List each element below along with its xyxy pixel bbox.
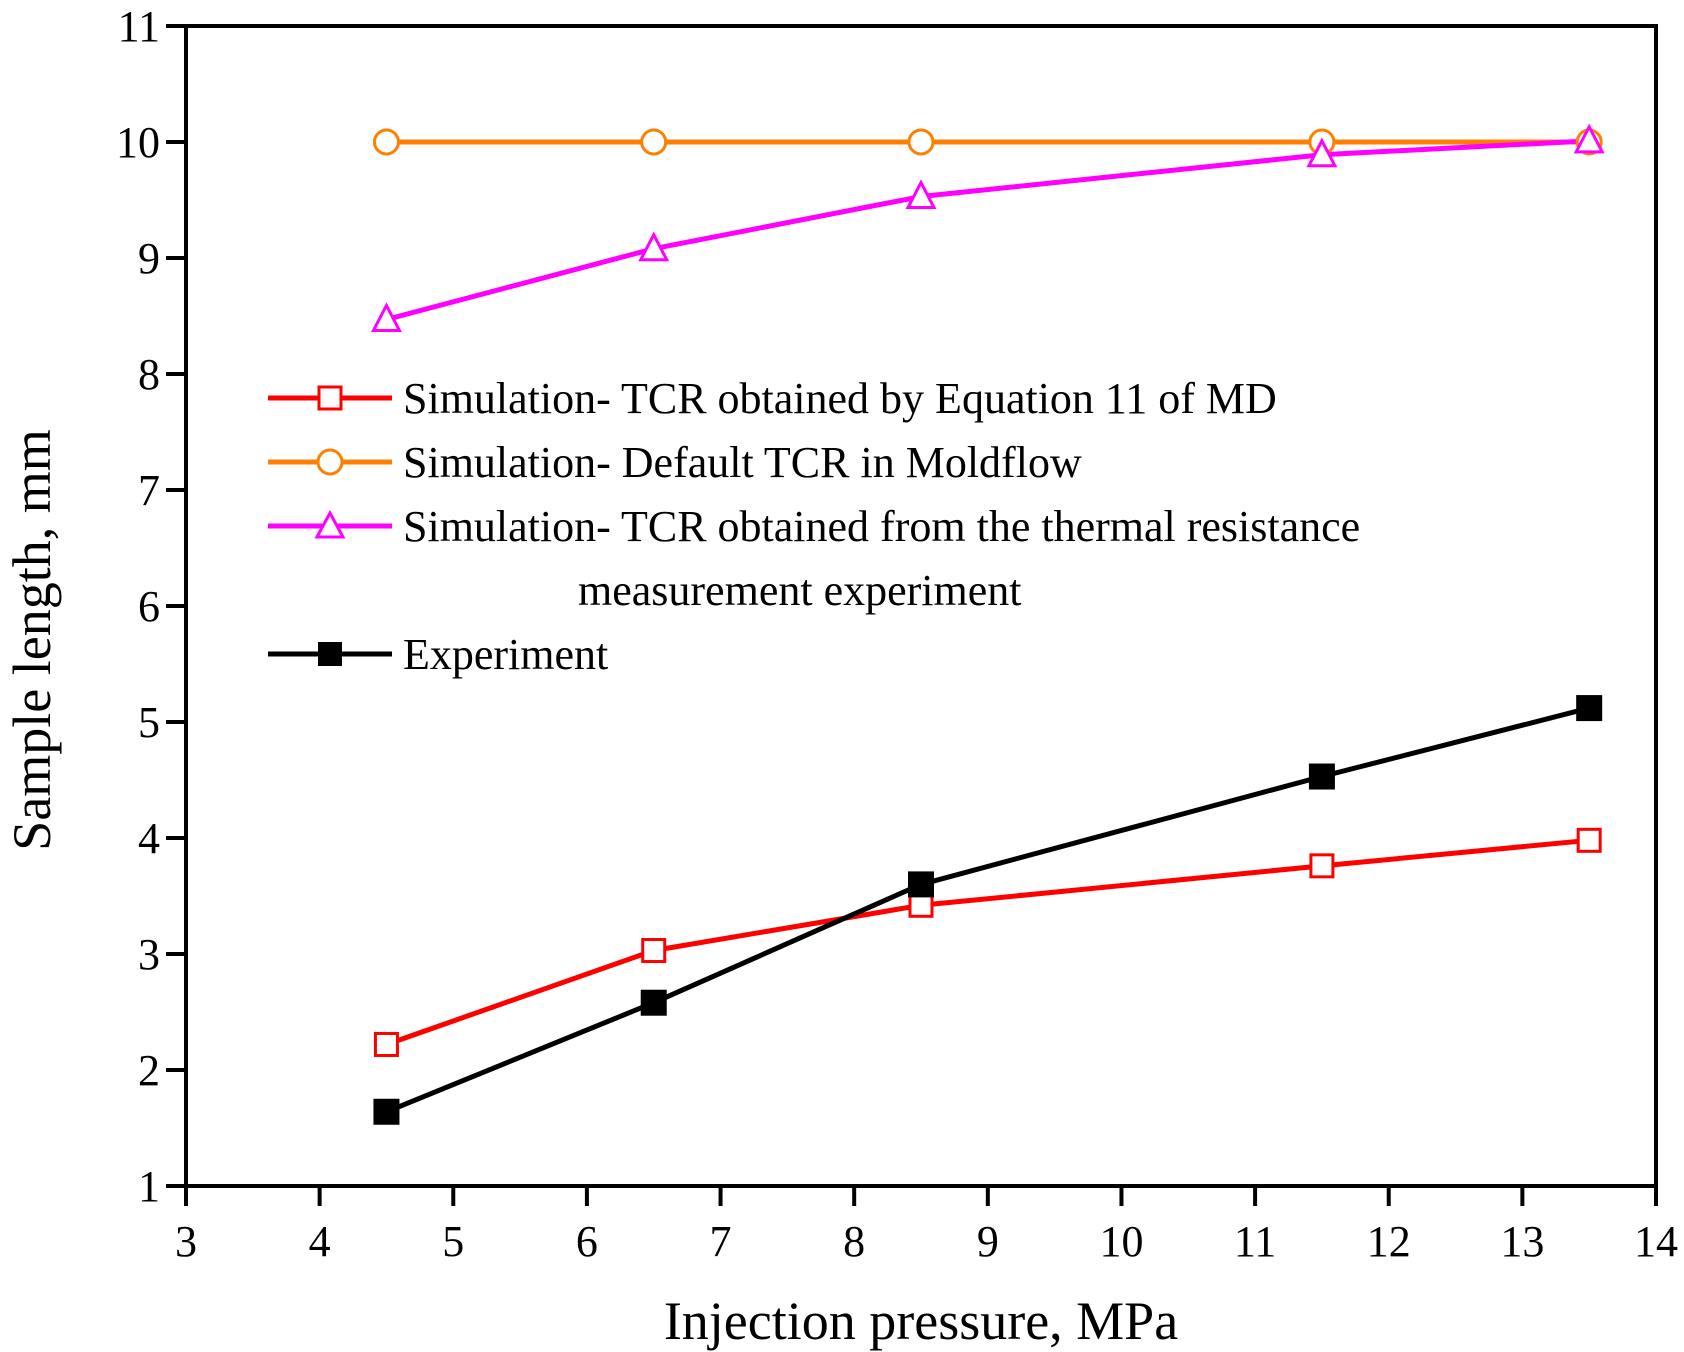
legend-label-thermal-line2: measurement experiment [578,566,1021,615]
data-point-experiment [1576,695,1603,722]
y-tick-label: 11 [118,2,160,51]
y-tick-label: 7 [138,466,160,515]
legend-label-experiment: Experiment [403,630,608,679]
x-tick-label: 10 [1099,1217,1143,1266]
legend-item-experiment: Experiment [268,630,608,679]
legend-label-thermal: Simulation- TCR obtained from the therma… [403,502,1360,551]
x-tick-label: 3 [175,1217,197,1266]
y-tick-label: 3 [138,930,160,979]
x-tick-label: 13 [1500,1217,1544,1266]
y-tick-label: 1 [138,1162,160,1211]
series-line-thermal [385,138,1590,322]
data-point-experiment [908,871,934,898]
data-point-thermal [905,179,937,210]
legend-item-thermal: Simulation- TCR obtained from the therma… [268,502,1360,615]
series-line-experiment [385,705,1590,1115]
legend: Simulation- TCR obtained by Equation 11 … [268,374,1360,679]
legend-label-default: Simulation- Default TCR in Moldflow [403,438,1082,487]
x-tick-label: 14 [1634,1217,1678,1266]
y-tick-label: 4 [138,814,160,863]
y-axis-ticks: 1 2 3 4 5 6 7 8 9 10 11 [116,2,186,1211]
data-point-eq11 [373,1031,399,1057]
data-point-eq11 [1576,827,1602,853]
legend-marker-thermal [314,509,346,539]
data-point-thermal [1306,137,1338,168]
data-point-default [907,128,935,156]
x-tick-label: 4 [309,1217,331,1266]
data-point-experiment [1308,763,1335,790]
data-point-experiment [373,1098,400,1125]
y-tick-label: 9 [138,234,160,283]
data-point-default [640,128,668,156]
y-tick-label: 5 [138,698,160,747]
x-tick-label: 8 [843,1217,865,1266]
y-tick-label: 8 [138,350,160,399]
series-lines [385,138,1590,1115]
x-tick-label: 5 [442,1217,464,1266]
legend-marker-eq11 [317,385,343,411]
data-point-thermal [1573,123,1605,154]
x-tick-label: 11 [1234,1217,1276,1266]
y-tick-label: 2 [138,1046,160,1095]
series-markers [370,123,1605,1125]
data-point-experiment [640,989,667,1016]
data-point-default [372,128,400,156]
series-line-eq11 [385,837,1590,1047]
x-tick-label: 7 [710,1217,732,1266]
x-tick-label: 9 [977,1217,999,1266]
legend-item-default: Simulation- Default TCR in Moldflow [268,438,1082,487]
data-point-thermal [638,231,670,262]
x-tick-label: 12 [1367,1217,1411,1266]
y-tick-label: 6 [138,582,160,631]
data-point-eq11 [641,938,667,964]
x-axis-title: Injection pressure, MPa [664,1291,1178,1351]
data-point-thermal [370,302,402,332]
x-tick-label: 6 [576,1217,598,1266]
data-point-eq11 [1309,853,1335,879]
x-axis-ticks: 3 4 5 6 7 8 9 10 11 12 13 14 [175,1186,1678,1266]
legend-item-eq11: Simulation- TCR obtained by Equation 11 … [268,374,1277,423]
y-axis-title: Sample length, mm [2,429,62,850]
data-point-eq11 [908,892,934,918]
legend-marker-default [316,448,344,476]
legend-marker-experiment [318,642,342,666]
y-tick-label: 10 [116,118,160,167]
legend-label-eq11: Simulation- TCR obtained by Equation 11 … [403,374,1277,423]
